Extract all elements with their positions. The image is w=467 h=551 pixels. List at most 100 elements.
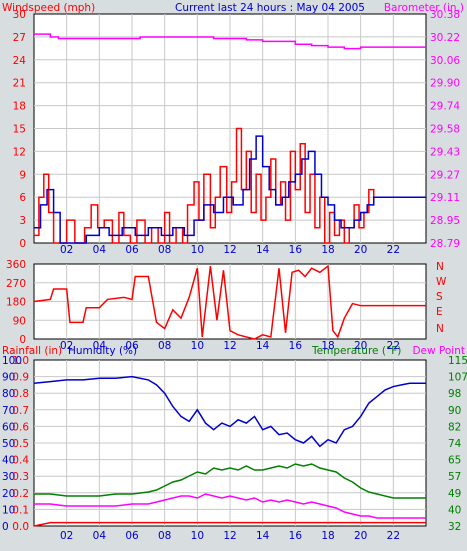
dew-point-axis-label: Dew Point: [412, 345, 465, 357]
rain-tick-label: 0.4: [12, 455, 29, 467]
y-left-tick-label: 12: [13, 146, 26, 158]
x-tick-label: 20: [354, 530, 367, 542]
x-tick-label: 14: [256, 244, 270, 256]
windspeed-axis-label: Windspeed (mph): [2, 2, 95, 14]
rain-tick-label: 0.8: [12, 388, 29, 400]
rain-tick-label: 0.5: [12, 438, 29, 450]
dew-point-series: [34, 493, 426, 519]
temperature-tick-label: 107: [448, 372, 467, 384]
compass-label: W: [436, 276, 447, 288]
humidity-tick-label: 100: [2, 355, 22, 367]
temperature-tick-label: 65: [448, 455, 461, 467]
x-tick-label: 18: [321, 340, 334, 352]
humidity-series: [33, 375, 426, 448]
x-tick-label: 14: [256, 530, 270, 542]
x-tick-label: 12: [223, 244, 236, 256]
y-right-tick-label: 29.43: [430, 146, 460, 158]
x-tick-label: 20: [354, 340, 367, 352]
temperature-tick-label: 40: [448, 504, 461, 516]
x-tick-label: 16: [289, 340, 303, 352]
direction-tick-label: 0: [19, 334, 26, 346]
x-tick-label: 08: [158, 530, 171, 542]
temperature-tick-label: 32: [448, 521, 461, 533]
temperature-series: [34, 463, 426, 499]
temperature-tick-label: 74: [448, 438, 462, 450]
y-right-tick-label: 29.74: [430, 101, 460, 113]
y-left-tick-label: 27: [13, 32, 26, 44]
y-right-tick-label: 30.38: [430, 9, 460, 21]
x-tick-label: 04: [93, 530, 107, 542]
y-right-tick-label: 29.11: [430, 192, 460, 204]
x-tick-label: 20: [354, 244, 367, 256]
wind-direction-series: [33, 264, 426, 340]
y-left-tick-label: 18: [13, 101, 26, 113]
rain-tick-label: 0.2: [12, 488, 29, 500]
x-tick-label: 16: [289, 530, 303, 542]
x-tick-label: 12: [223, 340, 236, 352]
x-tick-label: 18: [321, 530, 334, 542]
barometer-series: [34, 33, 426, 50]
y-right-tick-label: 28.95: [430, 215, 460, 227]
y-right-tick-label: 29.58: [430, 124, 460, 136]
y-left-tick-label: 15: [13, 124, 26, 136]
rain-tick-label: 0.3: [12, 471, 29, 483]
rainfall-axis-label: Rainfall (in): [2, 345, 62, 357]
compass-label: E: [436, 306, 443, 318]
x-tick-label: 10: [191, 530, 204, 542]
rain-tick-label: 0.1: [12, 504, 29, 516]
rainfall-series: [33, 521, 426, 527]
direction-tick-label: 360: [6, 259, 26, 271]
y-left-tick-label: 24: [13, 55, 27, 67]
x-tick-label: 10: [191, 244, 204, 256]
rain-tick-label: 0.0: [12, 521, 29, 533]
x-tick-label: 02: [60, 244, 73, 256]
wind-average-series: [34, 135, 426, 244]
humidity-tick-label: 90: [2, 372, 15, 384]
humidity-tick-label: 80: [2, 388, 15, 400]
y-left-tick-label: 3: [19, 215, 26, 227]
y-right-tick-label: 28.79: [430, 238, 460, 250]
rain-tick-label: 0.9: [12, 372, 29, 384]
temperature-tick-label: 90: [448, 405, 461, 417]
rain-tick-label: 0.7: [12, 405, 29, 417]
chart-title: Current last 24 hours : May 04 2005: [175, 2, 365, 14]
direction-tick-label: 180: [6, 297, 26, 309]
x-tick-label: 16: [289, 244, 303, 256]
x-tick-label: 14: [256, 340, 270, 352]
x-tick-label: 22: [387, 244, 400, 256]
y-left-tick-label: 30: [13, 9, 26, 21]
x-tick-label: 04: [93, 244, 107, 256]
x-tick-label: 22: [387, 530, 400, 542]
y-right-tick-label: 29.90: [430, 78, 460, 90]
compass-label: N: [436, 261, 444, 273]
temperature-axis-label: Temperature (°F): [311, 345, 401, 357]
x-tick-label: 10: [191, 340, 204, 352]
x-tick-label: 18: [321, 244, 334, 256]
temperature-tick-label: 115: [448, 355, 467, 367]
y-right-tick-label: 29.27: [430, 169, 460, 181]
humidity-tick-label: 60: [2, 421, 15, 433]
y-left-tick-label: 0: [19, 238, 26, 250]
temperature-tick-label: 82: [448, 421, 461, 433]
humidity-axis-label: Humidity (%): [68, 345, 137, 357]
x-tick-label: 06: [125, 340, 139, 352]
x-tick-label: 02: [60, 340, 73, 352]
barometer-axis-label: Barometer (in.): [384, 2, 464, 14]
humidity-tick-label: 70: [2, 405, 15, 417]
y-right-tick-label: 30.06: [430, 55, 460, 67]
y-left-tick-label: 9: [19, 169, 26, 181]
y-right-tick-label: 30.22: [430, 32, 460, 44]
humidity-tick-label: 20: [2, 488, 15, 500]
humidity-tick-label: 40: [2, 455, 15, 467]
rain-tick-label: 0.6: [12, 421, 29, 433]
compass-label: N: [436, 323, 444, 335]
temperature-tick-label: 49: [448, 488, 461, 500]
humidity-tick-label: 0: [2, 521, 9, 533]
y-left-tick-label: 6: [19, 192, 26, 204]
x-tick-label: 06: [125, 244, 139, 256]
x-tick-label: 06: [125, 530, 139, 542]
x-tick-label: 04: [93, 340, 107, 352]
humidity-tick-label: 30: [2, 471, 15, 483]
humidity-tick-label: 10: [2, 504, 15, 516]
